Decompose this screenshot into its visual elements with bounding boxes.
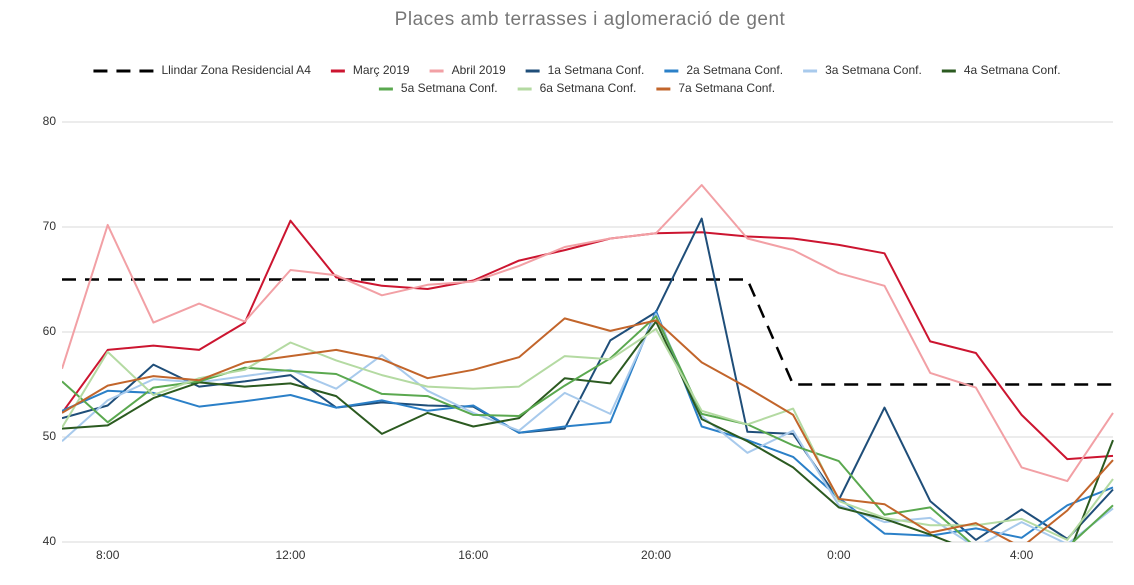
legend-item: 5a Setmana Conf.	[378, 81, 498, 95]
series-line	[62, 184, 1114, 483]
legend-item: Abril 2019	[429, 63, 506, 77]
legend-label: Llindar Zona Residencial A4	[161, 63, 311, 77]
series-line	[62, 317, 1114, 542]
y-tick-label: 70	[43, 219, 57, 233]
series-line	[62, 278, 1113, 386]
legend-label: 7a Setmana Conf.	[678, 81, 775, 95]
series-line	[62, 219, 1114, 461]
x-tick-label: 8:00	[96, 548, 120, 562]
x-tick-label: 0:00	[827, 548, 851, 562]
plot-lines	[62, 184, 1114, 542]
chart-title: Places amb terrasses i aglomeració de ge…	[395, 9, 786, 30]
y-tick-label: 40	[43, 534, 57, 548]
legend-item: 1a Setmana Conf.	[525, 63, 645, 77]
legend-label: Abril 2019	[452, 63, 506, 77]
y-tick-label: 80	[43, 114, 57, 128]
legend-label: 5a Setmana Conf.	[401, 81, 498, 95]
x-tick-label: 20:00	[641, 548, 671, 562]
x-tick-label: 4:00	[1010, 548, 1034, 562]
legend-item: 7a Setmana Conf.	[656, 81, 775, 95]
legend-item: 4a Setmana Conf.	[941, 63, 1061, 77]
legend-label: 4a Setmana Conf.	[964, 63, 1061, 77]
legend-item: 3a Setmana Conf.	[803, 63, 922, 77]
series-line	[62, 310, 1114, 539]
legend-label: 3a Setmana Conf.	[825, 63, 922, 77]
x-tick-label: 16:00	[458, 548, 488, 562]
y-tick-label: 50	[43, 429, 57, 443]
series-line	[62, 313, 1114, 542]
legend-label: 1a Setmana Conf.	[548, 63, 645, 77]
legend-item: 2a Setmana Conf.	[664, 63, 783, 77]
x-tick-label: 12:00	[275, 548, 305, 562]
series-line	[62, 320, 1114, 542]
legend-label: 6a Setmana Conf.	[540, 81, 637, 95]
series-line	[62, 217, 1114, 541]
y-tick-label: 60	[43, 324, 57, 338]
legend-label: 2a Setmana Conf.	[686, 63, 783, 77]
legend-item: Març 2019	[330, 63, 410, 77]
legend-item: Llindar Zona Residencial A4	[93, 63, 311, 77]
legend-label: Març 2019	[353, 63, 410, 77]
series-line	[62, 315, 1114, 542]
series-line	[62, 327, 1114, 541]
legend-item: 6a Setmana Conf.	[517, 81, 637, 95]
